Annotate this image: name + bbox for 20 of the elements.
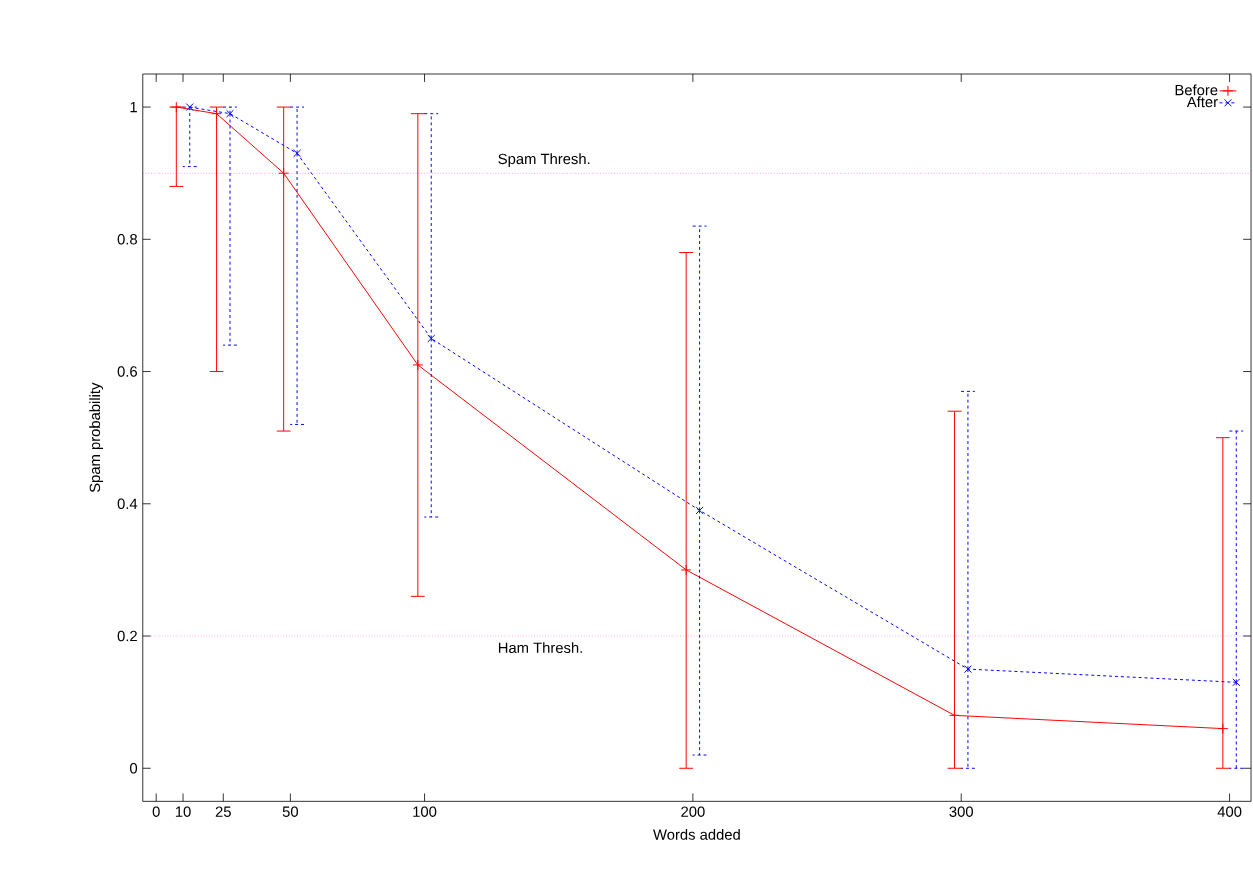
y-tick-label: 1	[130, 101, 137, 112]
ref-line-label: Ham Thresh.	[498, 641, 582, 653]
x-tick-label: 10	[175, 806, 191, 817]
x-tick-label: 50	[282, 806, 299, 817]
y-tick-label: 0.6	[117, 366, 137, 377]
x-tick-label: 200	[681, 806, 705, 817]
x-axis-title: Words added	[653, 828, 740, 840]
legend-label: After	[1186, 96, 1218, 108]
y-axis-title: Spam probability	[89, 382, 104, 492]
ref-line-label: Spam Thresh.	[498, 153, 590, 167]
y-tick-label: 0	[130, 762, 138, 774]
y-tick-label: 0.8	[117, 233, 137, 245]
x-tick-label: 25	[215, 806, 231, 817]
x-tick-label: 400	[1217, 806, 1242, 817]
x-tick-label: 300	[949, 806, 973, 817]
legend-label: Before	[1175, 84, 1218, 96]
y-tick-label: 0.2	[117, 630, 137, 642]
y-tick-label: 0.4	[117, 498, 138, 509]
x-tick-label: 0	[152, 806, 160, 817]
x-tick-label: 100	[413, 806, 437, 817]
